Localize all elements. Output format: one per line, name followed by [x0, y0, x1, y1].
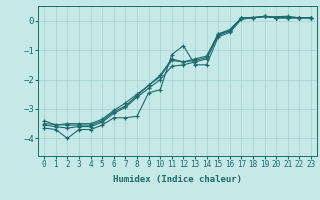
X-axis label: Humidex (Indice chaleur): Humidex (Indice chaleur) — [113, 175, 242, 184]
